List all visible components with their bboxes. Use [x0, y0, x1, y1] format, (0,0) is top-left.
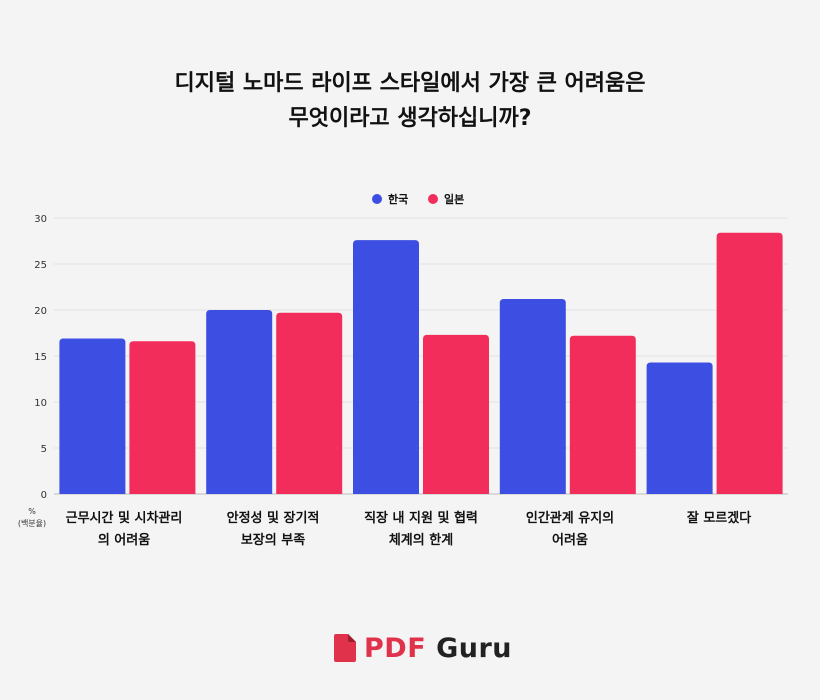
- y-tick-label: 5: [41, 444, 47, 455]
- x-category-label-line: 체계의 한계: [388, 533, 454, 548]
- pdf-file-icon: [334, 634, 356, 662]
- y-tick-label: 20: [34, 306, 47, 317]
- bar-korea: [59, 338, 126, 494]
- y-tick-label: 0: [41, 490, 47, 501]
- legend-item-korea: 한국: [372, 191, 408, 207]
- legend-dot-korea-icon: [372, 194, 382, 204]
- bar-japan: [716, 232, 783, 494]
- bar-korea: [499, 298, 566, 494]
- x-category-label-line: 직장 내 지원 및 협력: [364, 511, 478, 526]
- chart-title-line-2: 무엇이라고 생각하십니까?: [288, 106, 532, 131]
- x-category-label: 인간관계 유지의 어려움: [495, 508, 645, 552]
- bar-japan: [129, 341, 196, 494]
- x-category-label: 근무시간 및 시차관리 의 어려움: [49, 508, 199, 552]
- x-category-label: 잘 모르겠다: [644, 508, 794, 530]
- brand-name: PDF Guru: [364, 633, 512, 664]
- y-axis-unit-text: (백분율): [17, 519, 47, 528]
- bar-japan: [423, 334, 489, 494]
- y-axis-unit-label: % (백분율): [12, 506, 52, 530]
- x-category-label: 안정성 및 장기적 보장의 부족: [198, 508, 348, 552]
- x-category-label: 직장 내 지원 및 협력 체계의 한계: [346, 508, 496, 552]
- legend-dot-japan-icon: [428, 194, 438, 204]
- x-category-label-line: 인간관계 유지의: [525, 511, 615, 526]
- bar-korea: [206, 310, 273, 494]
- bar-japan: [276, 312, 343, 494]
- x-category-label-line: 잘 모르겠다: [686, 511, 752, 526]
- brand-guru: Guru: [436, 632, 512, 664]
- legend-label-japan: 일본: [444, 193, 465, 206]
- y-axis-unit-symbol: %: [28, 507, 36, 516]
- legend-label-korea: 한국: [388, 193, 409, 206]
- chart-title-line-1: 디지털 노마드 라이프 스타일에서 가장 큰 어려움은: [174, 71, 646, 96]
- y-tick-label: 10: [34, 398, 47, 409]
- x-category-label-line: 안정성 및 장기적: [226, 511, 320, 526]
- legend-item-japan: 일본: [428, 191, 464, 207]
- bar-japan: [569, 335, 636, 494]
- bar-korea: [353, 240, 419, 494]
- y-tick-label: 25: [34, 260, 47, 271]
- bar-korea: [646, 362, 713, 494]
- y-tick-label: 30: [34, 214, 47, 225]
- brand-pdf: PDF: [364, 632, 427, 664]
- x-category-label-line: 근무시간 및 시차관리: [65, 511, 183, 526]
- x-category-label-line: 어려움: [552, 533, 588, 548]
- x-category-label-line: 보장의 부족: [240, 533, 306, 548]
- x-category-label-line: 의 어려움: [97, 533, 151, 548]
- y-tick-label: 15: [34, 352, 47, 363]
- brand-logo: PDF Guru: [334, 630, 512, 666]
